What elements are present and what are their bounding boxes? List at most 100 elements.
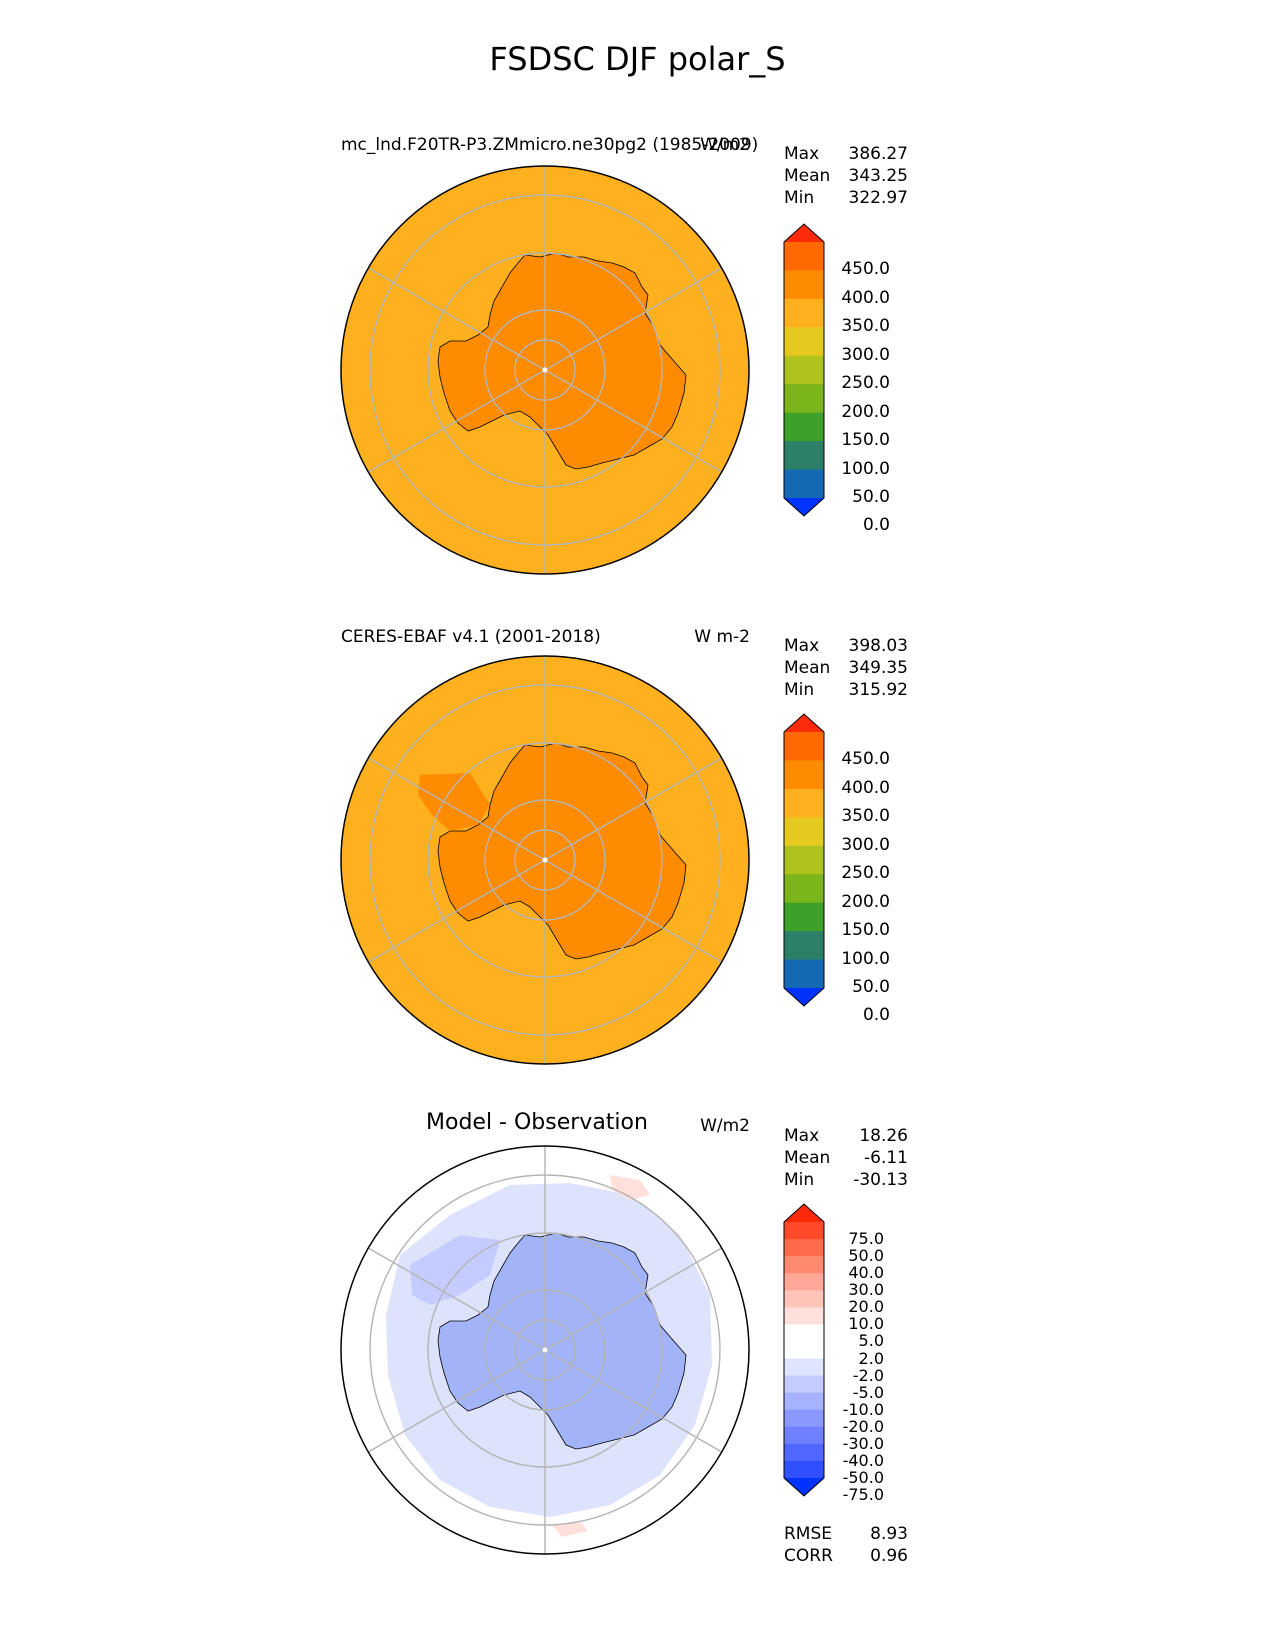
positive-anomaly-patch bbox=[610, 1175, 650, 1200]
colorbar-tick-label: 2.0 bbox=[858, 1348, 884, 1368]
colorbar-tick-label: 350.0 bbox=[841, 316, 890, 337]
mean-label: Mean bbox=[784, 1148, 831, 1168]
min-value: 322.97 bbox=[848, 188, 908, 208]
colorbar-bin bbox=[784, 270, 824, 300]
corr-label: CORR bbox=[784, 1546, 833, 1566]
figure-title: FSDSC DJF polar_S bbox=[489, 40, 786, 78]
colorbar-bin bbox=[784, 959, 824, 989]
colorbar-bin bbox=[784, 760, 824, 790]
mean-label: Mean bbox=[784, 658, 831, 678]
colorbar-bin bbox=[784, 902, 824, 932]
colorbar-tick-label: -20.0 bbox=[842, 1416, 884, 1436]
colorbar-bin bbox=[784, 874, 824, 904]
mean-label: Mean bbox=[784, 166, 831, 186]
max-value: 18.26 bbox=[859, 1126, 908, 1146]
colorbar-tick-label: -30.0 bbox=[842, 1433, 884, 1453]
panel1-colorbar bbox=[783, 223, 825, 517]
colorbar-tick-label: 450.0 bbox=[841, 259, 890, 280]
colorbar-tick-label: 400.0 bbox=[841, 777, 890, 798]
colorbar-tick-label: 0.0 bbox=[862, 1005, 890, 1026]
colorbar-bin bbox=[784, 1443, 824, 1462]
colorbar-bin bbox=[784, 788, 824, 818]
colorbar-tick-label: 150.0 bbox=[841, 920, 890, 941]
map-boundary bbox=[340, 165, 750, 575]
max-value: 386.27 bbox=[848, 144, 908, 164]
rmse-value: 8.93 bbox=[870, 1524, 908, 1544]
colorbar-bin bbox=[784, 1324, 824, 1342]
min-label: Min bbox=[784, 1170, 815, 1190]
colorbar-tick-label: 300.0 bbox=[841, 834, 890, 855]
rmse-label: RMSE bbox=[784, 1524, 833, 1544]
panel2-stats: Max 398.03 Mean 349.35 Min 315.92 bbox=[784, 635, 908, 701]
colorbar-tick-label: 75.0 bbox=[848, 1229, 884, 1249]
mean-value: -6.11 bbox=[864, 1148, 908, 1168]
colorbar-tick-label: 10.0 bbox=[848, 1314, 884, 1334]
colorbar-tick-label: -2.0 bbox=[852, 1365, 884, 1385]
colorbar-bin bbox=[784, 845, 824, 875]
colorbar-bin bbox=[784, 298, 824, 328]
max-value: 398.03 bbox=[848, 636, 908, 656]
pole-marker bbox=[542, 1347, 548, 1353]
colorbar-bin bbox=[784, 441, 824, 471]
panel3-polar-map bbox=[340, 1145, 750, 1555]
colorbar-bin bbox=[784, 1358, 824, 1377]
colorbar-tick-label: 100.0 bbox=[841, 948, 890, 969]
max-label: Max bbox=[784, 144, 820, 164]
panel2-colorbar bbox=[783, 713, 825, 1007]
panel1-colorbar-labels: 450.0 400.0 350.0 300.0 250.0 200.0 150.0 100.0… bbox=[830, 222, 890, 535]
colorbar-extend-top bbox=[784, 714, 824, 732]
colorbar-tick-label: 40.0 bbox=[848, 1263, 884, 1283]
colorbar-bin bbox=[784, 1426, 824, 1445]
panel2-colorbar-labels: 450.0 400.0 350.0 300.0 250.0 200.0 150.0 100.0… bbox=[830, 712, 890, 1025]
colorbar-bin bbox=[784, 384, 824, 414]
colorbar-bin bbox=[784, 1460, 824, 1479]
colorbar-tick-label: 250.0 bbox=[841, 863, 890, 884]
ocean-strong-negative bbox=[410, 1235, 500, 1305]
colorbar-tick-label: -40.0 bbox=[842, 1450, 884, 1470]
colorbar-bin bbox=[784, 1222, 824, 1240]
map-boundary bbox=[340, 1145, 750, 1555]
max-label: Max bbox=[784, 1126, 820, 1146]
panel3-title: Model - Observation bbox=[426, 1110, 648, 1135]
colorbar-extend-top bbox=[784, 1204, 824, 1222]
panel1-units: W/m2 bbox=[700, 135, 750, 155]
colorbar-bin bbox=[784, 817, 824, 847]
positive-anomaly-patch-2 bbox=[552, 1521, 588, 1537]
colorbar-bin bbox=[784, 1392, 824, 1411]
panel1-polar-map bbox=[340, 165, 750, 575]
panel3-stats: Max 18.26 Mean -6.11 Min -30.13 bbox=[784, 1125, 908, 1191]
colorbar-bin bbox=[784, 732, 824, 761]
colorbar-extend-bottom bbox=[784, 1478, 824, 1496]
mean-value: 343.25 bbox=[848, 166, 908, 186]
pole-marker bbox=[542, 367, 548, 373]
colorbar-tick-label: 400.0 bbox=[841, 287, 890, 308]
colorbar-bin bbox=[784, 1375, 824, 1394]
colorbar-tick-label: 450.0 bbox=[841, 749, 890, 770]
min-value: 315.92 bbox=[848, 680, 908, 700]
corr-value: 0.96 bbox=[870, 1546, 908, 1566]
colorbar-bin bbox=[784, 1290, 824, 1308]
panel3-units: W/m2 bbox=[700, 1116, 750, 1136]
colorbar-bin bbox=[784, 1239, 824, 1257]
colorbar-bins bbox=[784, 714, 824, 1006]
colorbar-bin bbox=[784, 1273, 824, 1291]
colorbar-tick-label: 350.0 bbox=[841, 806, 890, 827]
panel2-left-title: CERES-EBAF v4.1 (2001-2018) bbox=[341, 627, 601, 647]
colorbar-bins bbox=[784, 1204, 824, 1496]
colorbar-tick-label: 5.0 bbox=[858, 1331, 884, 1351]
colorbar-bins bbox=[784, 224, 824, 516]
colorbar-tick-label: 150.0 bbox=[841, 430, 890, 451]
min-value: -30.13 bbox=[853, 1170, 908, 1190]
panel2-polar-map bbox=[340, 655, 750, 1065]
colorbar-extend-top bbox=[784, 224, 824, 242]
colorbar-bin bbox=[784, 1409, 824, 1428]
max-label: Max bbox=[784, 636, 820, 656]
colorbar-tick-label: 30.0 bbox=[848, 1280, 884, 1300]
colorbar-tick-label: 200.0 bbox=[841, 891, 890, 912]
colorbar-bin bbox=[784, 412, 824, 442]
colorbar-bin bbox=[784, 242, 824, 271]
colorbar-tick-label: 50.0 bbox=[852, 487, 890, 507]
panel2-units: W m-2 bbox=[694, 627, 750, 647]
panel3-colorbar bbox=[783, 1203, 825, 1497]
colorbar-bin bbox=[784, 1256, 824, 1274]
